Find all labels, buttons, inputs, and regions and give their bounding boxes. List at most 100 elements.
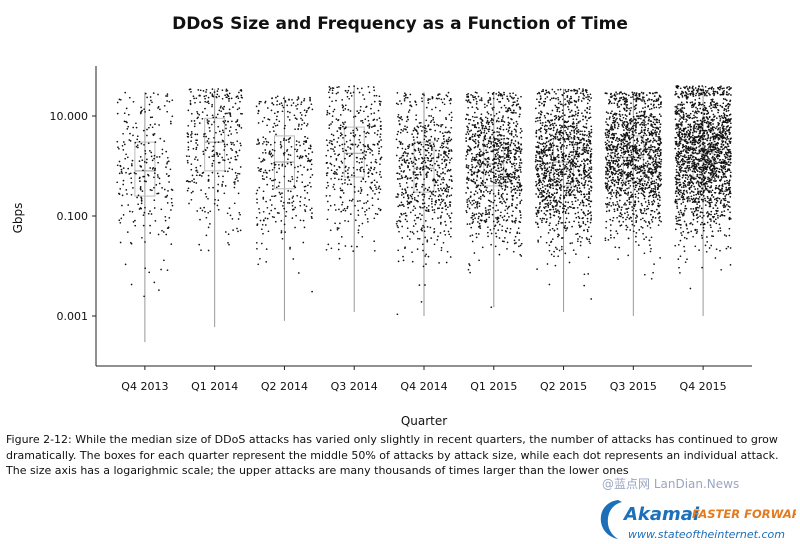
attack-dot <box>171 99 174 102</box>
attack-dot <box>399 220 402 223</box>
attack-dot <box>658 219 661 222</box>
attack-dot <box>432 116 435 119</box>
attack-dot <box>534 160 537 163</box>
attack-dot <box>480 219 483 222</box>
attack-dot <box>578 235 581 238</box>
attack-dot <box>519 162 521 164</box>
attack-dot <box>469 136 472 139</box>
attack-dot <box>400 212 402 215</box>
attack-dot <box>344 166 347 169</box>
attack-dot <box>132 187 134 189</box>
attack-dot <box>295 180 298 182</box>
attack-dot <box>307 153 310 155</box>
attack-dot <box>539 217 542 220</box>
attack-dot <box>261 120 264 123</box>
attack-dot <box>575 177 577 180</box>
attack-dot <box>513 153 516 156</box>
attack-dot <box>442 145 445 148</box>
attack-dot <box>578 96 580 98</box>
attack-dot <box>467 106 470 109</box>
attack-dot <box>589 106 591 108</box>
attack-dot <box>207 100 210 103</box>
attack-dot <box>212 159 215 162</box>
attack-dot <box>620 172 623 175</box>
attack-dot <box>576 136 579 139</box>
attack-dot <box>412 161 415 164</box>
attack-dot <box>271 184 274 187</box>
attack-dot <box>279 141 282 143</box>
attack-dot <box>449 102 452 105</box>
attack-dot <box>338 208 340 211</box>
attack-dot <box>375 171 378 174</box>
attack-dot <box>540 189 543 192</box>
attack-dot <box>635 98 637 101</box>
attack-dot <box>363 130 366 133</box>
attack-dot <box>627 151 630 154</box>
attack-dot <box>448 136 451 139</box>
attack-dot <box>123 120 126 123</box>
attack-dot <box>310 168 312 170</box>
attack-dot <box>506 172 509 175</box>
attack-dot <box>167 190 169 192</box>
attack-dot <box>293 185 295 188</box>
attack-dot <box>359 109 362 112</box>
attack-dot <box>425 174 428 177</box>
attack-dot <box>572 151 575 153</box>
attack-dot <box>310 158 313 161</box>
attack-dot <box>636 190 638 193</box>
attack-dot <box>199 94 201 97</box>
attack-dot <box>503 189 506 191</box>
attack-dot <box>497 176 500 179</box>
attack-dot <box>207 249 210 252</box>
attack-dot <box>199 101 201 104</box>
attack-dot <box>469 169 472 171</box>
attack-dot <box>447 152 450 155</box>
attack-dot <box>358 91 361 94</box>
attack-dot <box>424 161 427 164</box>
attack-dot <box>444 220 446 223</box>
attack-dot <box>494 175 496 178</box>
attack-dot <box>632 230 635 233</box>
attack-dot <box>580 177 583 180</box>
attack-dot <box>565 217 568 220</box>
attack-dot <box>435 97 438 100</box>
attack-dot <box>551 238 554 240</box>
attack-dot <box>440 195 442 197</box>
attack-dot <box>280 102 283 104</box>
attack-dot <box>471 222 474 224</box>
attack-dot <box>344 121 346 123</box>
attack-dot <box>553 164 555 167</box>
attack-dot <box>305 111 308 114</box>
attack-dot <box>492 163 494 166</box>
attack-dot <box>491 213 494 216</box>
attack-dot <box>504 209 507 212</box>
attack-dot <box>125 171 127 174</box>
attack-dot <box>349 148 352 150</box>
attack-dot <box>341 189 344 192</box>
attack-dot <box>467 128 469 131</box>
attack-dot <box>432 143 435 145</box>
attack-dot <box>187 180 190 183</box>
attack-dot <box>404 212 407 215</box>
attack-dot <box>518 176 520 179</box>
attack-dot <box>504 201 507 204</box>
attack-dot <box>492 97 495 100</box>
attack-dot <box>223 149 226 151</box>
attack-dot <box>427 167 430 169</box>
attack-dot <box>348 199 351 202</box>
attack-dot <box>281 192 283 194</box>
attack-dot <box>155 184 158 186</box>
attack-dot <box>432 179 434 182</box>
attack-dot <box>438 149 441 152</box>
attack-dot <box>423 157 426 159</box>
attack-dot <box>511 194 513 197</box>
attack-dot <box>401 143 404 145</box>
attack-dot <box>408 169 411 171</box>
attack-dot <box>559 130 561 133</box>
attack-dot <box>590 186 593 188</box>
attack-dot <box>349 110 352 112</box>
attack-dot <box>647 207 650 210</box>
attack-dot <box>540 110 542 113</box>
attack-dot <box>487 130 490 133</box>
attack-dot <box>435 149 437 152</box>
